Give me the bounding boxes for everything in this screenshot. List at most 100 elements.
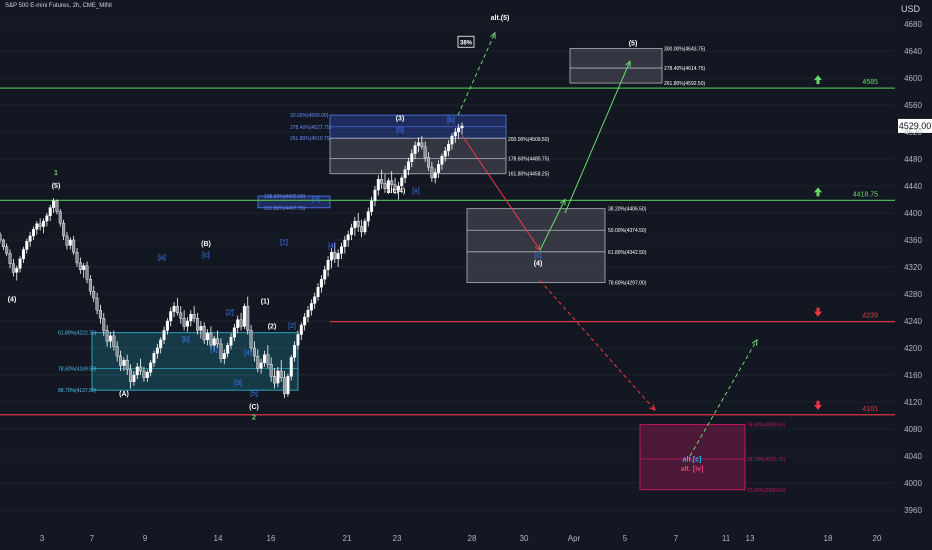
fib-level-label: 88.70%(4137.50) — [58, 388, 97, 394]
candle-body — [256, 355, 260, 369]
candle-body — [450, 135, 454, 145]
candle-body — [185, 320, 189, 327]
candle-body — [82, 265, 86, 270]
candle-body — [162, 330, 166, 341]
candle-body — [5, 246, 9, 254]
candle-body — [370, 200, 374, 212]
y-tick-label: 4280 — [904, 290, 922, 299]
wave-label: [x] — [412, 188, 419, 195]
candle-body — [0, 234, 2, 241]
wave-label: 2 — [252, 415, 256, 422]
arrow-up-icon — [816, 192, 820, 197]
candle-body — [289, 357, 293, 377]
candle-body — [356, 220, 360, 227]
candle-body — [175, 305, 179, 314]
fib-level-label: 200.00%(4509.50) — [508, 137, 549, 143]
candle-body — [42, 220, 46, 227]
candle-body — [293, 345, 297, 358]
candle-body — [360, 226, 364, 233]
candle-body — [28, 235, 32, 242]
fib-level-label: 61.80%(4342.50) — [608, 250, 647, 256]
candle-body — [326, 260, 330, 270]
candle-body — [98, 310, 102, 319]
x-tick-label: 13 — [746, 534, 755, 543]
fib-level-label: 138.60%(4425.00) — [264, 194, 305, 200]
candle-body — [386, 180, 390, 189]
candle-body — [246, 305, 250, 331]
projection-green-arrow-head — [559, 198, 566, 206]
candle-body — [75, 251, 79, 264]
candle-body — [393, 184, 397, 191]
candle-body — [192, 314, 196, 319]
candle-body — [299, 324, 303, 335]
candle-body — [252, 347, 256, 357]
candle-body — [406, 161, 410, 170]
candle-body — [88, 278, 92, 292]
candle-body — [45, 215, 49, 222]
last-price-tag — [898, 118, 932, 133]
candle-body — [55, 200, 59, 212]
candle-body — [427, 157, 431, 168]
candle-body — [206, 332, 210, 341]
candle-body — [313, 296, 317, 304]
candle-body — [142, 370, 146, 378]
candle-body — [108, 335, 112, 342]
wave-label: [c] — [534, 253, 541, 260]
level-label: 4418.75 — [853, 191, 878, 198]
candle-body — [447, 143, 451, 152]
candle-body — [196, 318, 200, 331]
candle-body — [249, 330, 253, 349]
candle-body — [420, 142, 424, 148]
wave-label: (3) — [396, 116, 405, 123]
candle-body — [423, 146, 427, 158]
projection-green-dashed-alt5-head — [490, 31, 496, 39]
candle-body — [236, 319, 240, 328]
candle-body — [373, 189, 377, 202]
fib-level-label: 178.60%(4480.75) — [508, 156, 549, 162]
candle-body — [152, 353, 156, 364]
candle-body — [339, 246, 343, 254]
candle-body — [165, 320, 169, 331]
x-tick-label: Apr — [568, 534, 581, 543]
wave-label: 38% — [460, 40, 473, 46]
wave-label: (A) — [119, 391, 129, 398]
candle-body — [383, 183, 387, 189]
candle-body — [390, 180, 394, 185]
y-tick-label: 4400 — [904, 209, 922, 218]
wave-label: (5) — [629, 41, 638, 48]
candle-body — [78, 262, 82, 270]
candle-body — [343, 239, 347, 247]
candle-body — [21, 249, 25, 260]
y-tick-label: 4000 — [904, 479, 922, 488]
x-tick-label: 7 — [674, 534, 679, 543]
candle-body — [400, 177, 404, 187]
candle-body — [440, 156, 444, 165]
fib-level-label: 23.60%(3990.00) — [747, 488, 786, 494]
fib-level-label: 30.00%(4590.00) — [290, 113, 329, 119]
candle-body — [25, 241, 29, 250]
candle-body — [262, 354, 266, 364]
blue-fib-box-left — [257, 195, 331, 209]
candle-body — [460, 125, 464, 129]
projection-red-dashed — [539, 280, 656, 411]
candle-body — [132, 374, 136, 382]
candle-body — [266, 354, 270, 365]
candle-body — [149, 362, 153, 373]
x-tick-label: 18 — [824, 534, 833, 543]
candle-body — [269, 364, 273, 377]
projection-green-arrow-long-head — [625, 60, 631, 68]
magenta-fib-box — [639, 424, 746, 491]
wave-label: (2) — [268, 323, 277, 330]
candle-body — [333, 251, 337, 260]
candle-body — [410, 153, 414, 162]
candle-body — [189, 314, 193, 322]
y-tick-label: 4240 — [904, 317, 922, 326]
projection-green-arrow-long — [564, 60, 631, 214]
candle-body — [68, 239, 72, 246]
candle-body — [52, 200, 56, 208]
fib-level-label: 38.20%(4406.50) — [608, 207, 647, 213]
wave-label: [1] — [280, 240, 288, 247]
candle-body — [229, 337, 233, 346]
candle-body — [433, 172, 437, 179]
